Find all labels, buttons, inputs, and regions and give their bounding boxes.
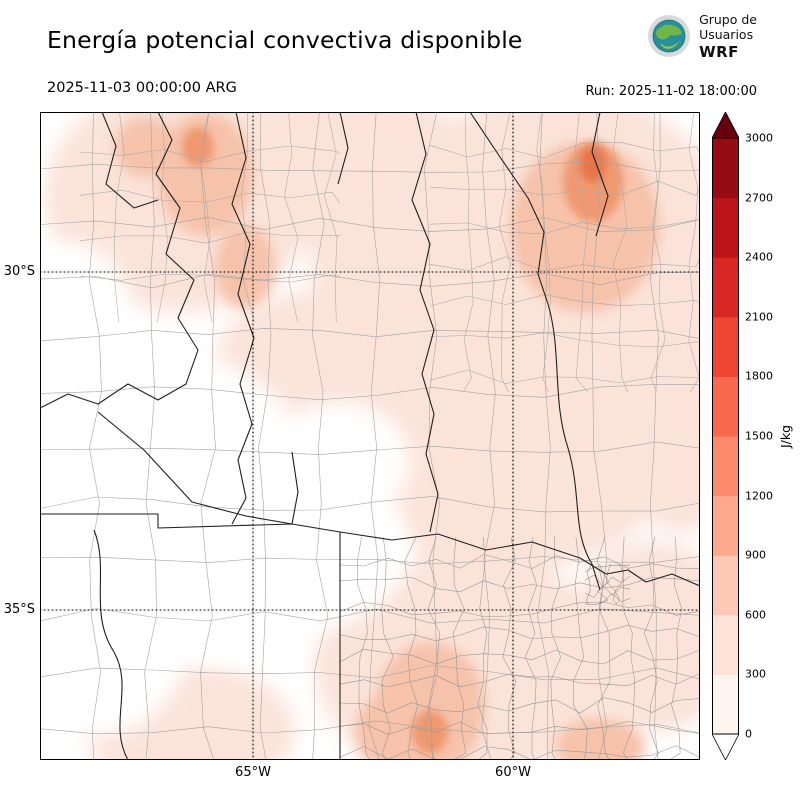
colorbar-tick-label: 1800 bbox=[745, 369, 773, 383]
lat-tick-35s: 35°S bbox=[3, 602, 35, 617]
colorbar-tick-label: 1200 bbox=[745, 489, 773, 503]
wrf-globe-icon bbox=[648, 15, 691, 58]
colorbar-under-arrow bbox=[712, 733, 739, 760]
colorbar-tick-label: 1500 bbox=[745, 429, 773, 443]
page-title: Energía potencial convectiva disponible bbox=[47, 26, 523, 54]
logo-line2: Usuarios bbox=[699, 27, 754, 43]
logo-line3: WRF bbox=[699, 42, 739, 61]
valid-time-label: 2025-11-03 00:00:00 ARG bbox=[47, 80, 237, 96]
map-frame bbox=[40, 112, 700, 760]
colorbar-segments bbox=[712, 138, 739, 735]
colorbar-unit-label: J/kg bbox=[778, 424, 793, 448]
colorbar-ticks: 0 300 600 900 1200 1500 1800 2100 2400 2700 3000 bbox=[745, 133, 787, 740]
wrf-logo: Grupo de Usuarios WRF bbox=[646, 12, 757, 61]
colorbar-tick-label: 2100 bbox=[745, 310, 773, 324]
province-borders bbox=[40, 112, 700, 760]
run-time-label: Run: 2025-11-02 18:00:00 bbox=[585, 84, 757, 99]
colorbar-tick-label: 300 bbox=[745, 667, 766, 681]
logo-line1: Grupo de bbox=[699, 12, 757, 27]
colorbar-tick-label: 900 bbox=[745, 548, 766, 562]
cape-shading-max bbox=[580, 146, 606, 182]
colorbar-frame bbox=[712, 137, 739, 735]
department-borders bbox=[40, 112, 700, 760]
cape-shading-clear bbox=[40, 242, 410, 737]
map-plot bbox=[40, 112, 700, 760]
colorbar-over-arrow bbox=[712, 112, 739, 139]
colorbar-tick-label: 600 bbox=[745, 608, 766, 622]
colorbar-tick-label: 0 bbox=[745, 727, 752, 741]
colorbar-tick-label: 2700 bbox=[745, 191, 773, 205]
lat-tick-30s: 30°S bbox=[3, 264, 35, 279]
colorbar-tick-label: 3000 bbox=[745, 131, 773, 145]
lon-tick-65w: 65°W bbox=[235, 765, 271, 780]
lon-tick-60w: 60°W bbox=[495, 765, 531, 780]
colorbar bbox=[712, 112, 739, 760]
graticule-lines bbox=[40, 112, 700, 760]
colorbar-tick-label: 2400 bbox=[745, 250, 773, 264]
map-canvas bbox=[40, 112, 700, 760]
